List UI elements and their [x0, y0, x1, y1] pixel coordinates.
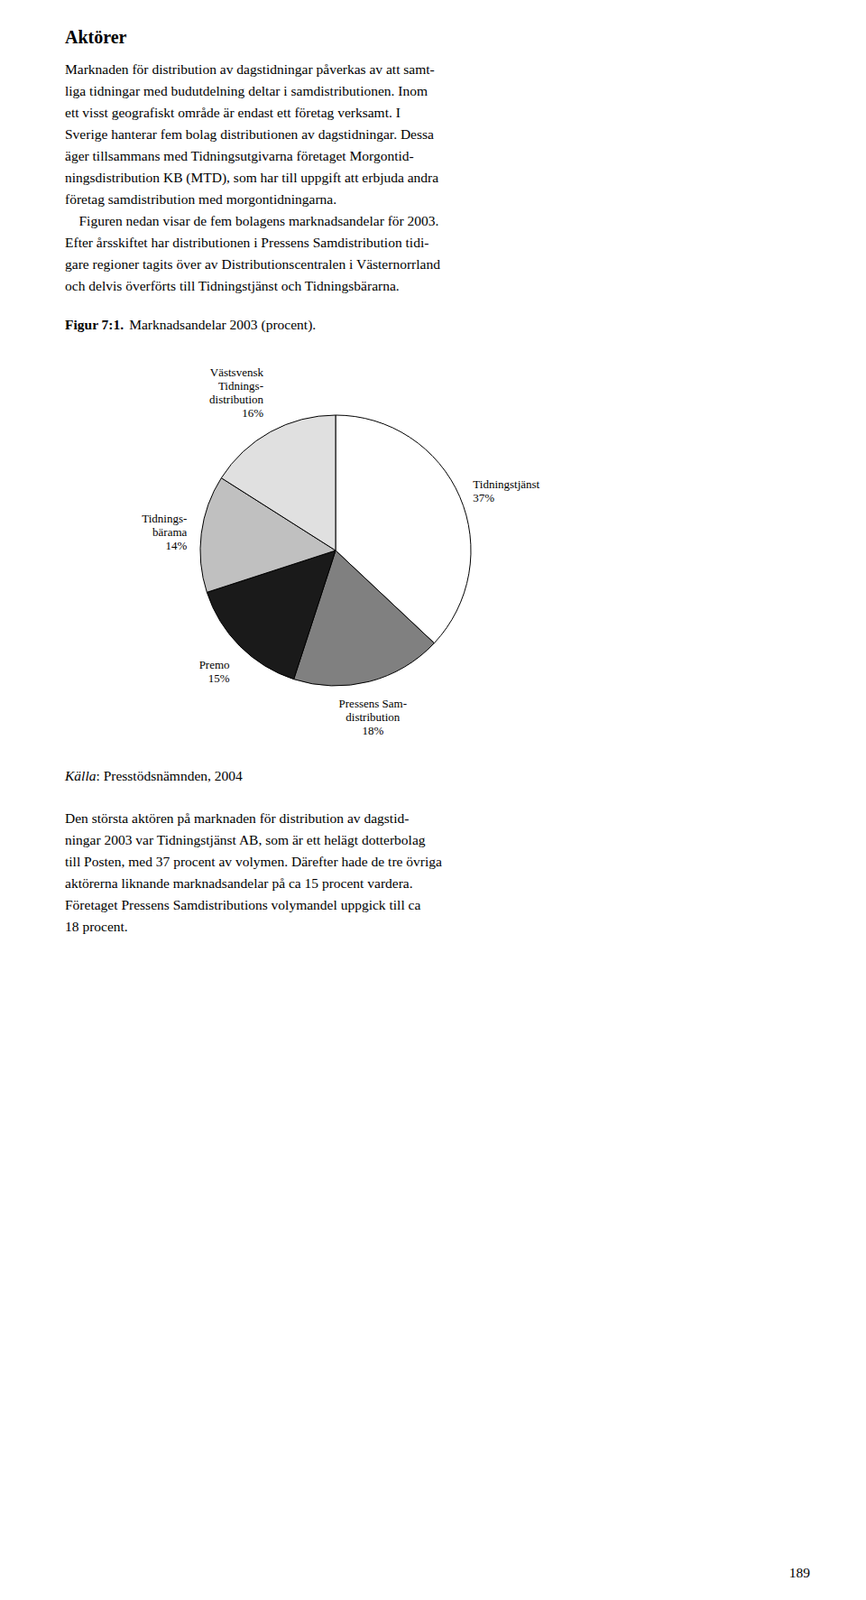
paragraph: Marknaden för distribution av dagstidnin… [64, 58, 805, 297]
label-line: Pressens Sam- [339, 696, 407, 710]
label-line: Premo [199, 657, 231, 672]
source: Källa: Presstödsnämnden, 2004 [64, 767, 805, 784]
category-label: Tidningstjänst [472, 477, 540, 491]
value-label: 18% [361, 723, 384, 738]
label-line: Tidnings- [141, 511, 187, 526]
label-line: bärama [152, 525, 187, 539]
slice-label: Tidnings-bärama14% [141, 511, 187, 553]
wedges [200, 414, 471, 686]
figure-caption: Figur 7:1.Marknadsandelar 2003 (procent)… [64, 316, 805, 333]
value-label: 14% [165, 538, 187, 553]
value-label: 16% [241, 405, 264, 420]
category-label: Premo [199, 657, 231, 672]
label-line: Västsvensk [210, 365, 265, 379]
paragraph: Den största aktören på marknaden för dis… [64, 807, 805, 938]
page-number: 189 [789, 1564, 811, 1581]
category-label: Tidnings-bärama [141, 511, 187, 539]
value-label: 37% [472, 490, 495, 505]
source-text: : Presstödsnämnden, 2004 [95, 767, 242, 784]
category-label: Pressens Sam-distribution [339, 696, 407, 724]
value-label: 15% [208, 671, 231, 685]
labels: Tidningstjänst37% Pressens Sam-distributi… [141, 365, 540, 738]
slice-label: Premo15% [199, 657, 231, 685]
source-label: Källa [64, 767, 96, 784]
category-label: VästsvenskTidnings-distribution [209, 365, 264, 406]
heading: Aktörer [64, 27, 805, 48]
pie-chart: Tidningstjänst37% Pressens Sam-distributi… [73, 338, 598, 763]
slice-label: Tidningstjänst37% [472, 477, 540, 505]
slice-label: VästsvenskTidnings-distribution16% [209, 365, 264, 420]
chart-title: Marknadsandelar 2003 (procent). [128, 316, 316, 332]
label-line: Tidnings- [218, 378, 264, 393]
slice-label: Pressens Sam-distribution18% [339, 696, 407, 738]
figure-label: Figur 7:1. [64, 316, 124, 332]
label-line: distribution [209, 392, 264, 406]
label-line: Tidningstjänst [472, 477, 540, 491]
label-line: distribution [345, 709, 400, 724]
pie-wedge [221, 414, 336, 551]
